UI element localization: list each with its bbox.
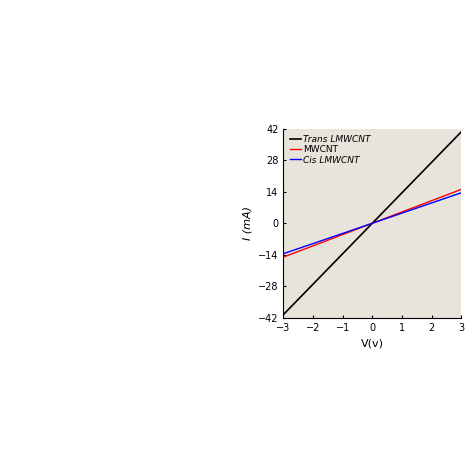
Cis LMWCNT (430, 200, 436, 205)
Cis LMWCNT (386, 215, 392, 220)
Trans LMWCNT (281, 311, 287, 317)
MWCNT (386, 214, 392, 220)
MWCNT (458, 187, 464, 192)
X-axis label: V(v): V(v) (361, 338, 384, 348)
Line: Trans LMWCNT: Trans LMWCNT (283, 132, 461, 315)
Cis LMWCNT (281, 251, 286, 256)
Trans LMWCNT (386, 203, 392, 208)
Line: Cis LMWCNT: Cis LMWCNT (283, 193, 461, 253)
Legend: Trans LMWCNT, MWCNT, Cis LMWCNT: Trans LMWCNT, MWCNT, Cis LMWCNT (288, 133, 373, 166)
Trans LMWCNT (390, 200, 395, 206)
Y-axis label: I (mA): I (mA) (243, 206, 253, 240)
Cis LMWCNT (281, 251, 287, 256)
MWCNT (442, 193, 447, 198)
Cis LMWCNT (386, 215, 392, 221)
Line: MWCNT: MWCNT (283, 189, 461, 257)
Trans LMWCNT (458, 129, 464, 135)
Trans LMWCNT (386, 204, 392, 209)
MWCNT (281, 254, 286, 260)
Cis LMWCNT (442, 196, 447, 201)
Trans LMWCNT (442, 146, 447, 152)
Cis LMWCNT (390, 214, 395, 219)
MWCNT (386, 214, 392, 220)
Trans LMWCNT (430, 158, 436, 163)
MWCNT (281, 254, 287, 259)
Trans LMWCNT (281, 312, 286, 318)
MWCNT (390, 213, 395, 218)
Cis LMWCNT (458, 190, 464, 196)
MWCNT (430, 198, 436, 203)
